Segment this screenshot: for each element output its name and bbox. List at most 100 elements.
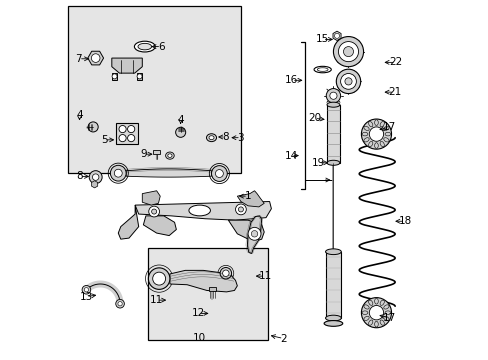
Text: 15: 15 — [315, 35, 328, 44]
Circle shape — [361, 298, 391, 328]
Circle shape — [361, 119, 391, 149]
Ellipse shape — [208, 136, 214, 140]
Circle shape — [119, 135, 126, 142]
Circle shape — [137, 74, 142, 79]
Text: 16: 16 — [285, 75, 298, 85]
Ellipse shape — [363, 138, 368, 142]
Text: 19: 19 — [311, 158, 325, 168]
Polygon shape — [118, 205, 139, 239]
Text: 20: 20 — [307, 113, 320, 123]
Circle shape — [251, 230, 257, 237]
Polygon shape — [169, 270, 237, 292]
Circle shape — [152, 272, 165, 285]
Text: 13: 13 — [79, 292, 92, 302]
Circle shape — [110, 165, 126, 181]
Bar — [147, 248, 267, 339]
Circle shape — [333, 37, 363, 67]
Ellipse shape — [325, 315, 341, 321]
Bar — [209, 287, 215, 291]
Ellipse shape — [313, 66, 330, 73]
Ellipse shape — [363, 316, 368, 320]
Ellipse shape — [374, 120, 378, 126]
Circle shape — [336, 69, 360, 94]
Text: 2: 2 — [280, 333, 286, 343]
Ellipse shape — [379, 300, 384, 305]
Text: 17: 17 — [382, 122, 396, 132]
Ellipse shape — [363, 126, 368, 130]
Text: 8: 8 — [222, 132, 229, 142]
Ellipse shape — [384, 132, 390, 136]
Ellipse shape — [326, 102, 339, 107]
Circle shape — [344, 78, 351, 85]
Circle shape — [91, 54, 100, 62]
Circle shape — [127, 135, 135, 142]
Polygon shape — [247, 216, 261, 253]
Circle shape — [88, 122, 98, 132]
Text: 3: 3 — [237, 133, 244, 143]
Circle shape — [235, 204, 246, 215]
Ellipse shape — [206, 134, 216, 141]
Circle shape — [151, 209, 156, 214]
Text: 10: 10 — [193, 333, 206, 343]
Text: 11: 11 — [150, 295, 163, 305]
Text: 1: 1 — [244, 191, 251, 201]
Ellipse shape — [362, 132, 367, 136]
Circle shape — [247, 227, 261, 240]
Polygon shape — [112, 73, 117, 80]
Ellipse shape — [379, 320, 384, 325]
Polygon shape — [126, 169, 211, 177]
Ellipse shape — [317, 68, 327, 71]
Circle shape — [343, 46, 353, 57]
Text: 12: 12 — [192, 309, 205, 318]
Circle shape — [148, 206, 159, 217]
Circle shape — [368, 127, 383, 141]
Text: 4: 4 — [177, 115, 183, 125]
Circle shape — [238, 207, 243, 212]
Circle shape — [89, 171, 102, 184]
Bar — [325, 252, 341, 318]
Polygon shape — [142, 191, 160, 205]
Ellipse shape — [379, 122, 384, 127]
Text: 17: 17 — [382, 313, 396, 323]
Circle shape — [119, 126, 126, 133]
Ellipse shape — [134, 41, 155, 52]
Bar — [326, 105, 339, 163]
Ellipse shape — [167, 154, 172, 157]
Text: 21: 21 — [387, 87, 400, 97]
Circle shape — [114, 169, 122, 177]
Ellipse shape — [383, 305, 388, 309]
Bar — [68, 6, 241, 173]
Circle shape — [338, 41, 358, 62]
Circle shape — [368, 306, 383, 320]
Circle shape — [215, 170, 223, 177]
Circle shape — [118, 302, 122, 306]
Circle shape — [84, 288, 88, 292]
Ellipse shape — [165, 152, 174, 159]
Circle shape — [340, 73, 356, 89]
Bar — [116, 123, 137, 144]
Ellipse shape — [138, 43, 151, 50]
Polygon shape — [143, 216, 176, 235]
Text: 11: 11 — [258, 271, 271, 281]
Circle shape — [220, 267, 231, 279]
Ellipse shape — [368, 141, 372, 147]
Circle shape — [175, 127, 185, 137]
Circle shape — [82, 285, 90, 294]
Ellipse shape — [383, 138, 388, 142]
Ellipse shape — [368, 320, 372, 325]
Ellipse shape — [324, 320, 342, 326]
Circle shape — [334, 33, 339, 39]
Circle shape — [211, 166, 227, 181]
Circle shape — [92, 174, 99, 180]
Circle shape — [112, 74, 117, 79]
Circle shape — [116, 300, 124, 308]
Ellipse shape — [374, 321, 378, 327]
Circle shape — [127, 126, 135, 133]
Text: 5: 5 — [101, 135, 108, 145]
Polygon shape — [112, 58, 142, 73]
Polygon shape — [135, 202, 271, 220]
Ellipse shape — [379, 141, 384, 147]
Ellipse shape — [363, 305, 368, 309]
Text: 7: 7 — [75, 54, 82, 64]
Ellipse shape — [188, 205, 210, 216]
